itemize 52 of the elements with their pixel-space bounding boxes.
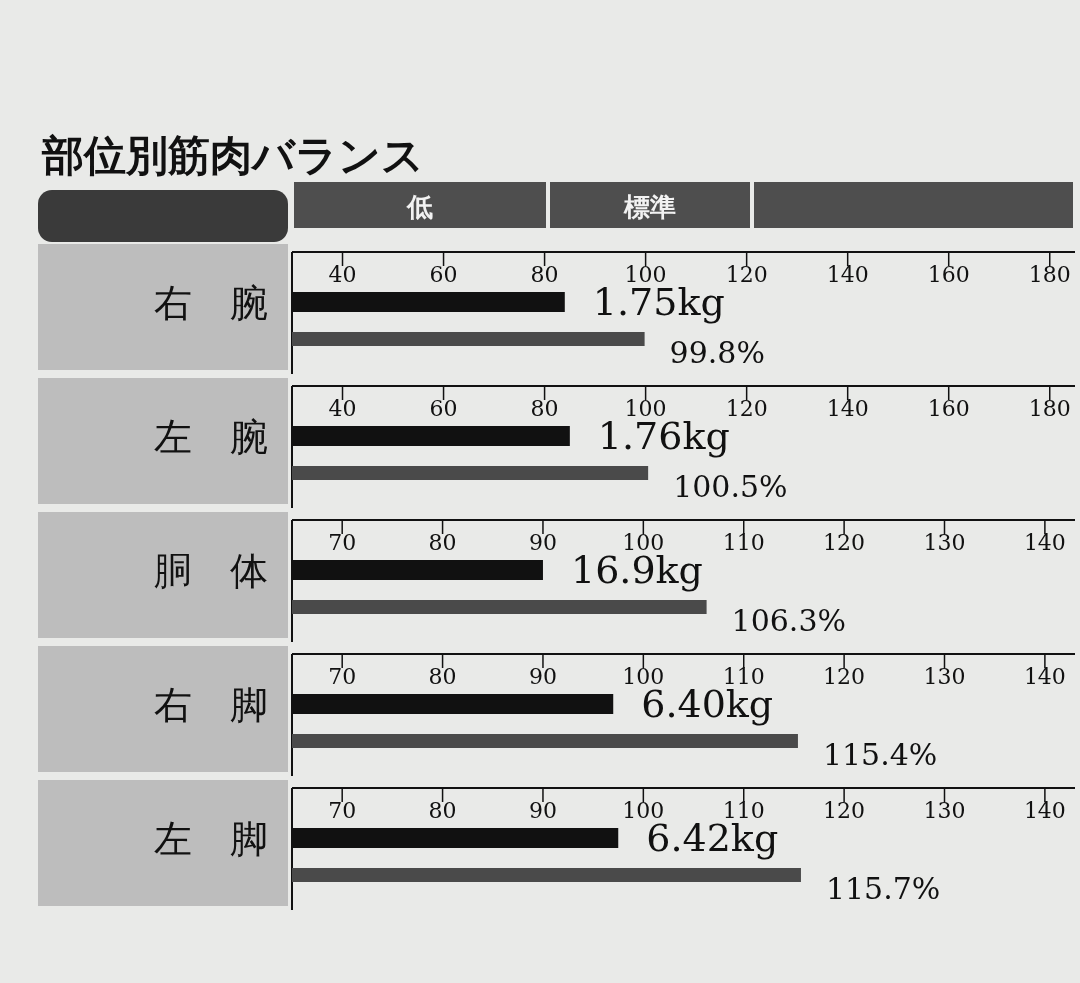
y-tick-label: 左 脚: [154, 817, 268, 861]
x-tick-label: 60: [429, 396, 458, 421]
x-tick-label: 130: [923, 798, 966, 823]
x-tick-label: 70: [328, 664, 357, 689]
x-tick-label: 180: [1028, 396, 1071, 421]
x-tick-label: 80: [530, 396, 559, 421]
y-tick-label: 胴 体: [154, 549, 268, 593]
data-label: 99.8%: [669, 335, 765, 370]
x-tick-label: 40: [328, 262, 357, 287]
x-tick-label: 110: [722, 798, 765, 823]
x-tick-label: 130: [923, 530, 966, 555]
x-tick-label: 180: [1028, 262, 1071, 287]
x-tick-label: 130: [923, 664, 966, 689]
x-tick-label: 70: [328, 530, 357, 555]
data-label: 115.4%: [822, 737, 938, 772]
x-tick-label: 140: [1023, 664, 1066, 689]
x-tick-label: 160: [927, 262, 970, 287]
x-tick-label: 140: [826, 262, 869, 287]
x-tick-label: 100: [622, 664, 665, 689]
x-tick-label: 60: [429, 262, 458, 287]
x-tick-label: 120: [725, 262, 768, 287]
x-tick-label: 70: [328, 798, 357, 823]
chart-title: 部位別筋肉バランス: [41, 131, 424, 180]
data-label: 115.7%: [825, 871, 941, 906]
x-tick-label: 110: [722, 664, 765, 689]
x-tick-label: 120: [823, 530, 866, 555]
y-tick-label: 右 腕: [154, 281, 268, 325]
x-tick-label: 160: [927, 396, 970, 421]
x-tick-label: 80: [530, 262, 559, 287]
x-tick-label: 80: [428, 664, 457, 689]
x-tick-label: 100: [622, 530, 665, 555]
x-tick-label: 100: [622, 798, 665, 823]
header: 低 標準: [38, 182, 1073, 242]
x-tick-label: 120: [823, 798, 866, 823]
x-tick-label: 120: [725, 396, 768, 421]
x-tick-label: 90: [528, 798, 557, 823]
x-tick-label: 140: [1023, 798, 1066, 823]
x-tick-label: 90: [528, 530, 557, 555]
data-label: 106.3%: [731, 603, 846, 638]
x-tick-label: 80: [428, 798, 457, 823]
data-label: 100.5%: [673, 469, 788, 504]
x-tick-label: 120: [823, 664, 866, 689]
y-tick-label: 左 腕: [154, 415, 268, 459]
x-tick-label: 140: [826, 396, 869, 421]
x-tick-label: 100: [624, 262, 667, 287]
x-tick-label: 110: [722, 530, 765, 555]
x-tick-label: 80: [428, 530, 457, 555]
y-tick-label: 右 脚: [154, 683, 268, 727]
x-tick-label: 90: [528, 664, 557, 689]
x-tick-label: 100: [624, 396, 667, 421]
x-tick-label: 140: [1023, 530, 1066, 555]
x-tick-label: 40: [328, 396, 357, 421]
